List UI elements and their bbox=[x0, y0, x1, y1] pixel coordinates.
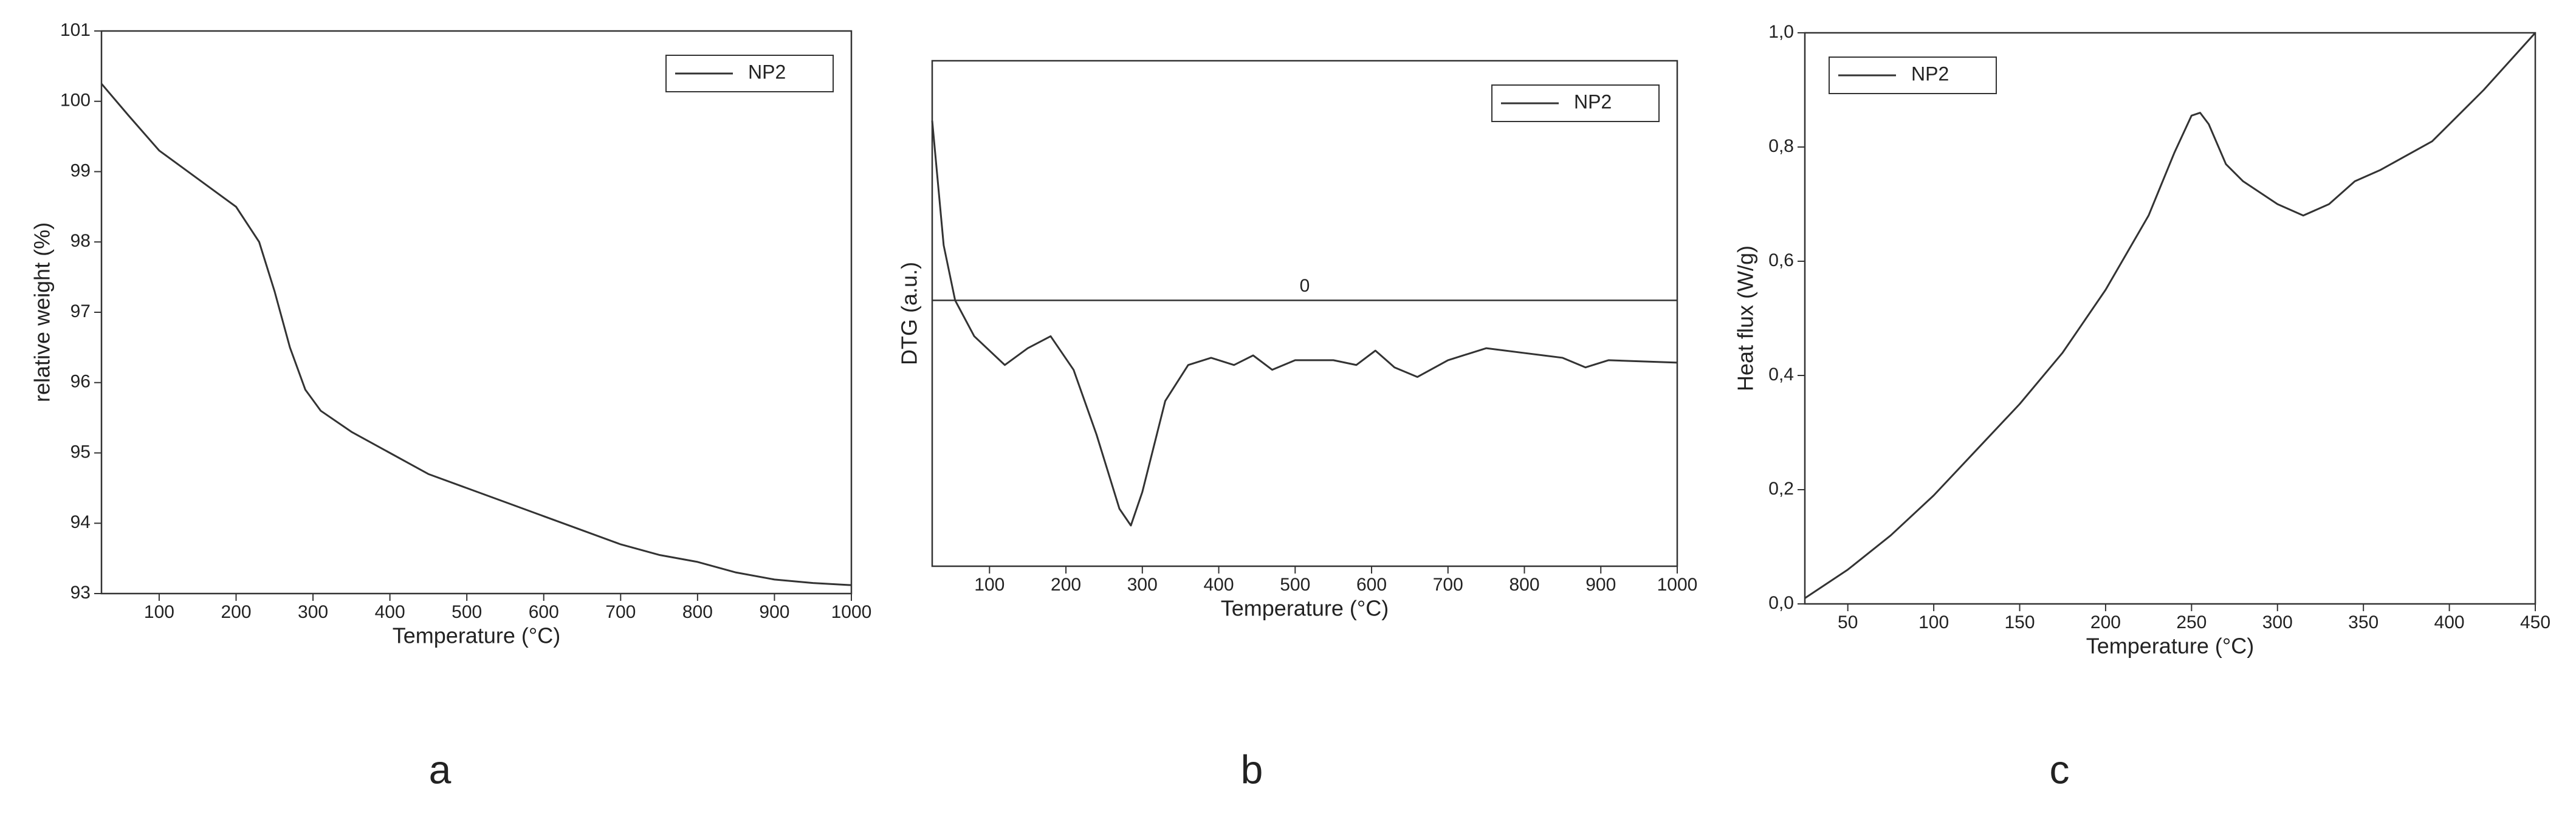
x-axis-title: Temperature (°C) bbox=[393, 623, 560, 648]
y-axis-title: DTG (a.u.) bbox=[897, 262, 922, 365]
x-tick-label: 150 bbox=[2004, 612, 2035, 632]
x-tick-label: 700 bbox=[1433, 575, 1463, 595]
y-tick-label: 0,4 bbox=[1768, 365, 1794, 385]
legend-label: NP2 bbox=[1911, 63, 1949, 84]
y-axis-title: relative weight (%) bbox=[30, 222, 55, 402]
x-tick-label: 500 bbox=[452, 602, 482, 622]
y-tick-label: 1,0 bbox=[1768, 22, 1794, 42]
x-tick-label: 800 bbox=[1509, 575, 1539, 595]
panel-label: b bbox=[1241, 747, 1263, 792]
x-tick-label: 450 bbox=[2520, 612, 2550, 632]
x-tick-label: 400 bbox=[1204, 575, 1234, 595]
x-axis-title: Temperature (°C) bbox=[1221, 596, 1389, 621]
x-tick-label: 300 bbox=[298, 602, 328, 622]
data-line bbox=[100, 83, 852, 586]
x-tick-label: 600 bbox=[1356, 575, 1387, 595]
plot-frame bbox=[931, 60, 1678, 567]
reference-label: 0 bbox=[1300, 276, 1310, 296]
x-tick-label: 300 bbox=[2262, 612, 2293, 632]
y-axis-title: Heat flux (W/g) bbox=[1733, 245, 1758, 391]
x-tick-label: 200 bbox=[221, 602, 251, 622]
x-tick-label: 350 bbox=[2348, 612, 2379, 632]
x-tick-label: 100 bbox=[1918, 612, 1949, 632]
data-line bbox=[931, 120, 1678, 527]
x-tick-label: 800 bbox=[682, 602, 713, 622]
x-tick-label: 100 bbox=[974, 575, 1005, 595]
x-tick-label: 400 bbox=[2434, 612, 2465, 632]
y-tick-label: 101 bbox=[60, 20, 91, 40]
y-tick-label: 99 bbox=[70, 160, 91, 180]
y-tick-label: 0,6 bbox=[1768, 250, 1794, 270]
x-axis-title: Temperature (°C) bbox=[2086, 634, 2254, 659]
plot-frame bbox=[1804, 32, 2537, 605]
legend-label: NP2 bbox=[1574, 91, 1612, 112]
y-tick-label: 97 bbox=[70, 301, 91, 321]
y-tick-label: 0,8 bbox=[1768, 136, 1794, 156]
x-tick-label: 1000 bbox=[1657, 575, 1698, 595]
y-tick-label: 94 bbox=[70, 512, 91, 532]
legend-label: NP2 bbox=[748, 61, 786, 83]
y-tick-label: 0,0 bbox=[1768, 593, 1794, 613]
data-line bbox=[1804, 32, 2537, 599]
legend-box bbox=[1491, 84, 1660, 122]
x-tick-label: 100 bbox=[144, 602, 174, 622]
y-tick-label: 98 bbox=[70, 231, 91, 251]
x-tick-label: 400 bbox=[375, 602, 405, 622]
panel-label: a bbox=[429, 747, 452, 792]
x-tick-label: 250 bbox=[2176, 612, 2207, 632]
x-tick-label: 300 bbox=[1127, 575, 1158, 595]
x-tick-label: 1000 bbox=[831, 602, 872, 622]
x-tick-label: 500 bbox=[1280, 575, 1310, 595]
y-tick-label: 93 bbox=[70, 583, 91, 603]
plot-frame bbox=[100, 30, 853, 595]
y-tick-label: 0,2 bbox=[1768, 479, 1794, 499]
panel-label: c bbox=[2050, 747, 2070, 792]
y-tick-label: 95 bbox=[70, 442, 91, 462]
x-tick-label: 900 bbox=[759, 602, 789, 622]
x-tick-label: 700 bbox=[605, 602, 636, 622]
x-tick-label: 900 bbox=[1585, 575, 1616, 595]
x-tick-label: 600 bbox=[529, 602, 559, 622]
x-tick-label: 200 bbox=[2090, 612, 2121, 632]
y-tick-label: 100 bbox=[60, 91, 91, 111]
x-tick-label: 200 bbox=[1051, 575, 1081, 595]
y-tick-label: 96 bbox=[70, 372, 91, 392]
x-tick-label: 50 bbox=[1838, 612, 1858, 632]
